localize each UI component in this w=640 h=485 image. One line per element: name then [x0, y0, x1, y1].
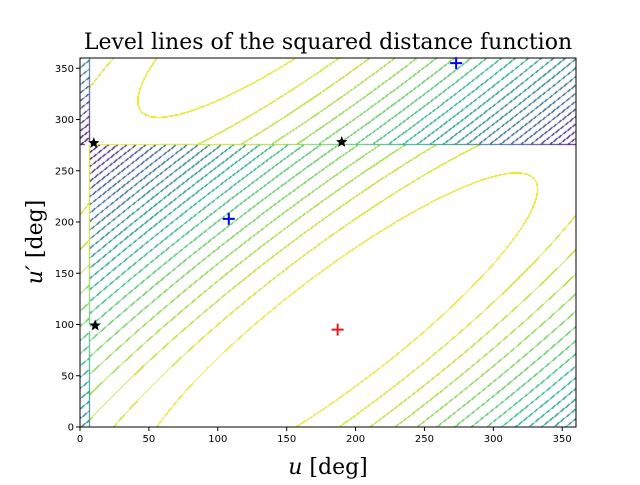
- y-tick-label: 100: [55, 320, 74, 331]
- star-marker-3: [88, 137, 100, 148]
- x-axis-label: u [deg]: [288, 455, 368, 480]
- y-tick-label: 0: [68, 423, 74, 434]
- y-axis-symbol: u′: [23, 265, 48, 284]
- y-axis-ticks: 0 50 100 150 200 250 300 350: [55, 64, 80, 434]
- x-axis-symbol: u: [288, 455, 302, 480]
- x-tick-label: 250: [415, 434, 434, 445]
- x-axis-ticks: 0 50 100 150 200 250 300 350: [77, 427, 572, 445]
- x-tick-label: 350: [553, 434, 572, 445]
- x-tick-label: 150: [277, 434, 296, 445]
- y-tick-label: 300: [55, 115, 74, 126]
- x-axis-unit: [deg]: [309, 455, 367, 480]
- x-tick-label: 0: [77, 434, 83, 445]
- contour-heatmap: [80, 58, 576, 427]
- x-tick-label: 200: [346, 434, 365, 445]
- y-tick-label: 50: [61, 371, 74, 382]
- x-tick-label: 300: [484, 434, 503, 445]
- x-tick-label: 50: [143, 434, 156, 445]
- y-tick-label: 350: [55, 64, 74, 75]
- markers: [88, 57, 463, 336]
- chart-title: Level lines of the squared distance func…: [84, 30, 572, 55]
- star-marker-5: [89, 319, 101, 331]
- plus-marker-1: [222, 212, 235, 225]
- y-tick-label: 200: [55, 218, 74, 229]
- star-marker-4: [336, 136, 348, 147]
- plus-marker-0: [331, 323, 344, 336]
- y-axis-label: u′ [deg]: [23, 200, 48, 285]
- x-tick-label: 100: [208, 434, 227, 445]
- y-tick-label: 150: [55, 269, 74, 280]
- plot-area: [79, 57, 577, 428]
- plot-frame: [79, 57, 577, 428]
- y-axis-unit: [deg]: [23, 200, 48, 258]
- y-tick-label: 250: [55, 166, 74, 177]
- plus-marker-2: [450, 57, 463, 70]
